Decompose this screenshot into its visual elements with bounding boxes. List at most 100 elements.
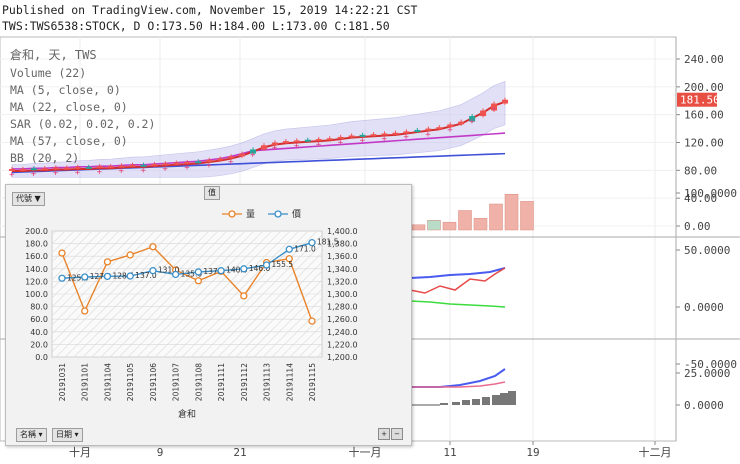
time-tick-label: 11: [443, 446, 456, 459]
expand-button[interactable]: +: [378, 428, 390, 440]
price-point: [262, 261, 271, 269]
candle-body: [107, 166, 114, 169]
field-button-name[interactable]: 名稱 ▾: [16, 428, 47, 442]
pivot-chart-window[interactable]: 代號 ▼ 值 價 量 200.0 180.0 160.0 140.0 120.0 100.…: [5, 184, 412, 446]
price-point: [194, 268, 203, 276]
legend-label: 價: [292, 209, 301, 220]
candle-body: [337, 136, 344, 139]
candle-body: [217, 158, 224, 161]
candle-body: [436, 127, 443, 130]
time-tick-label: 19: [526, 446, 539, 459]
candle-body: [282, 141, 289, 144]
dropdown-icon[interactable]: ▾: [74, 430, 79, 439]
candle-body: [162, 163, 169, 166]
candle-body: [184, 161, 191, 164]
legend-label: 量: [246, 209, 255, 220]
candle-body: [140, 164, 147, 167]
histogram-bar: [440, 403, 448, 405]
category-label: 20191104: [103, 363, 112, 401]
indicator-ma22[interactable]: MA (22, close, 0): [10, 100, 128, 114]
price-point: [81, 273, 89, 281]
category-label: 20191105: [126, 363, 135, 401]
price-data-label: 181.5: [317, 238, 339, 247]
candle-body: [381, 133, 388, 136]
left-tick-label: 60.0: [30, 315, 48, 324]
price-data-label: 135.0: [181, 269, 203, 278]
candle-body: [425, 128, 432, 131]
candle-body: [9, 168, 15, 171]
field-button-code[interactable]: 代號 ▼: [12, 192, 45, 206]
candle-body: [151, 164, 158, 167]
sar-marker: +: [53, 169, 59, 179]
volume-point: [308, 317, 316, 325]
price-point: [285, 245, 293, 253]
price-point: [171, 270, 180, 279]
histogram-bar: [508, 391, 516, 405]
sar-marker: +: [491, 105, 497, 115]
price-data-label: 137.0: [135, 271, 157, 280]
candle-body: [271, 142, 278, 146]
sar-marker: +: [97, 167, 103, 177]
dropdown-icon[interactable]: ▾: [38, 430, 43, 439]
price-badge-label: 181.50: [680, 94, 720, 107]
time-tick-label: 十一月: [349, 445, 382, 459]
candle-body: [250, 149, 257, 154]
candle-body: [260, 145, 267, 150]
ma5-line: [12, 100, 506, 173]
left-tick-label: 0.0: [35, 353, 48, 362]
collapse-button[interactable]: −: [391, 428, 403, 440]
candle-body: [315, 139, 322, 142]
sar-marker: +: [338, 138, 344, 148]
panel2-tick-label: 0.0000: [684, 301, 724, 314]
field-button-value[interactable]: 值: [204, 186, 220, 200]
left-tick-label: 100.0: [25, 290, 48, 299]
category-label: 20191106: [149, 363, 158, 401]
right-tick-label: 1,280.0: [327, 303, 358, 312]
price-data-label: 171.0: [294, 244, 316, 253]
price-data-label: 155.5: [272, 260, 294, 269]
sar-marker: +: [75, 168, 81, 178]
candle-body: [41, 168, 48, 171]
indicator-sar[interactable]: SAR (0.02, 0.02, 0.2): [10, 117, 156, 131]
field-button-date[interactable]: 日期 ▾: [52, 428, 83, 442]
indicator-volume[interactable]: Volume (22): [10, 66, 87, 80]
series-price-line: [61, 241, 313, 279]
category-label: 20191031: [58, 363, 67, 401]
left-tick-label: 180.0: [25, 240, 48, 249]
candle-body: [173, 162, 180, 165]
indicator-ma57[interactable]: MA (57, close, 0): [10, 134, 128, 148]
right-tick-label: 1,260.0: [327, 315, 358, 324]
volume-point: [240, 292, 248, 300]
left-tick-label: 200.0: [25, 227, 48, 236]
right-tick-label: 1,380.0: [327, 240, 358, 249]
candle-body: [52, 167, 59, 170]
sar-marker: +: [184, 163, 190, 173]
indicator-ma5[interactable]: MA (5, close, 0): [10, 83, 121, 97]
price-tick-label: 80.00: [684, 164, 717, 177]
candle-body: [491, 103, 498, 111]
volume-bar: [473, 218, 488, 231]
sar-marker: +: [425, 130, 431, 140]
time-tick-label: 9: [157, 446, 164, 459]
legend-marker: [274, 210, 282, 218]
candle-body: [239, 153, 246, 157]
candle-body: [370, 134, 377, 137]
candle-body: [458, 121, 465, 125]
filter-icon[interactable]: ▼: [34, 194, 41, 203]
panel3-pink-line: [410, 381, 506, 388]
panel2-green-line: [409, 300, 506, 308]
right-tick-label: 1,400.0: [327, 227, 358, 236]
indicator-bb[interactable]: BB (20, 2): [10, 151, 80, 165]
volume-point: [285, 255, 293, 263]
candle-body: [304, 139, 311, 142]
sar-marker: +: [250, 151, 256, 161]
legend-marker: [228, 210, 236, 218]
sar-marker: +: [381, 135, 387, 145]
candle-body: [348, 135, 355, 138]
candle-body: [96, 166, 103, 169]
sar-marker: +: [119, 167, 125, 177]
sar-marker: +: [294, 142, 300, 152]
histogram-bar: [472, 399, 480, 405]
candle-body: [414, 129, 421, 132]
panel2-tick-label: -50.0000: [684, 358, 737, 371]
